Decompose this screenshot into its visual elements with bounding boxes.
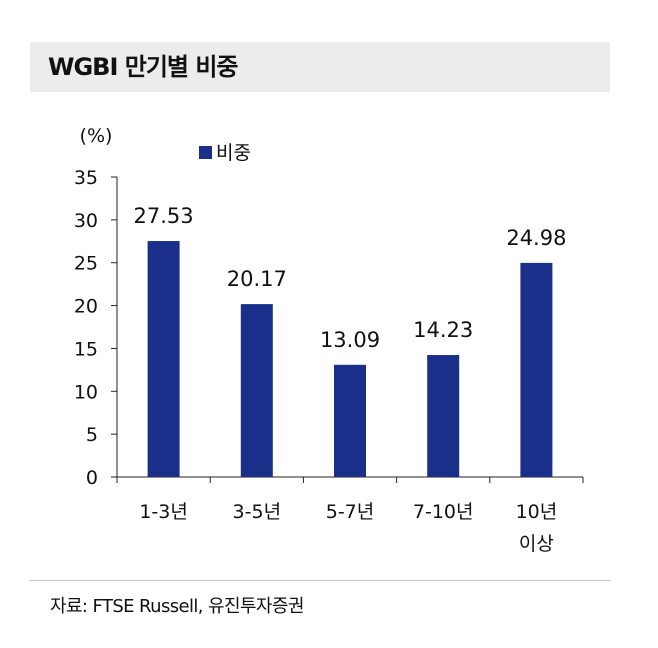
data-label: 24.98 — [506, 226, 566, 250]
data-label: 13.09 — [320, 328, 380, 352]
y-tick-label: 5 — [86, 424, 98, 446]
y-axis-unit-label: (%) — [80, 125, 113, 147]
x-tick-label: 1-3년 — [139, 501, 188, 523]
title-bar: WGBI 만기별 비중 — [30, 42, 610, 92]
x-tick-label: 5-7년 — [326, 501, 375, 523]
data-label: 20.17 — [227, 267, 287, 291]
bar-chart: (%) 0 5 10 15 20 25 30 35 27.53 1-3년 20.17 3-5년 13.09… — [74, 125, 584, 555]
bar — [147, 241, 180, 477]
x-tick-label: 3-5년 — [233, 501, 282, 523]
x-tick-label: 10년 — [516, 501, 558, 523]
divider — [30, 580, 610, 581]
bar — [520, 262, 553, 477]
bar — [334, 364, 366, 477]
bar — [240, 304, 273, 477]
page-title: WGBI 만기별 비중 — [48, 53, 239, 81]
y-tick-label: 30 — [74, 210, 98, 232]
y-tick-label: 15 — [74, 338, 98, 360]
bar — [427, 355, 460, 477]
legend-label: 비중 — [216, 142, 251, 164]
source-note: 자료: FTSE Russell, 유진투자증권 — [50, 596, 304, 617]
y-tick-label: 20 — [74, 296, 98, 318]
data-label: 27.53 — [134, 204, 194, 228]
y-tick-label: 35 — [74, 167, 98, 189]
data-label: 14.23 — [413, 318, 473, 342]
x-tick-label: 이상 — [519, 533, 554, 555]
y-tick-label: 10 — [74, 381, 98, 403]
y-tick-label: 0 — [86, 467, 98, 489]
y-tick-label: 25 — [74, 253, 98, 275]
x-tick-label: 7-10년 — [413, 501, 474, 523]
legend-swatch — [199, 146, 212, 159]
